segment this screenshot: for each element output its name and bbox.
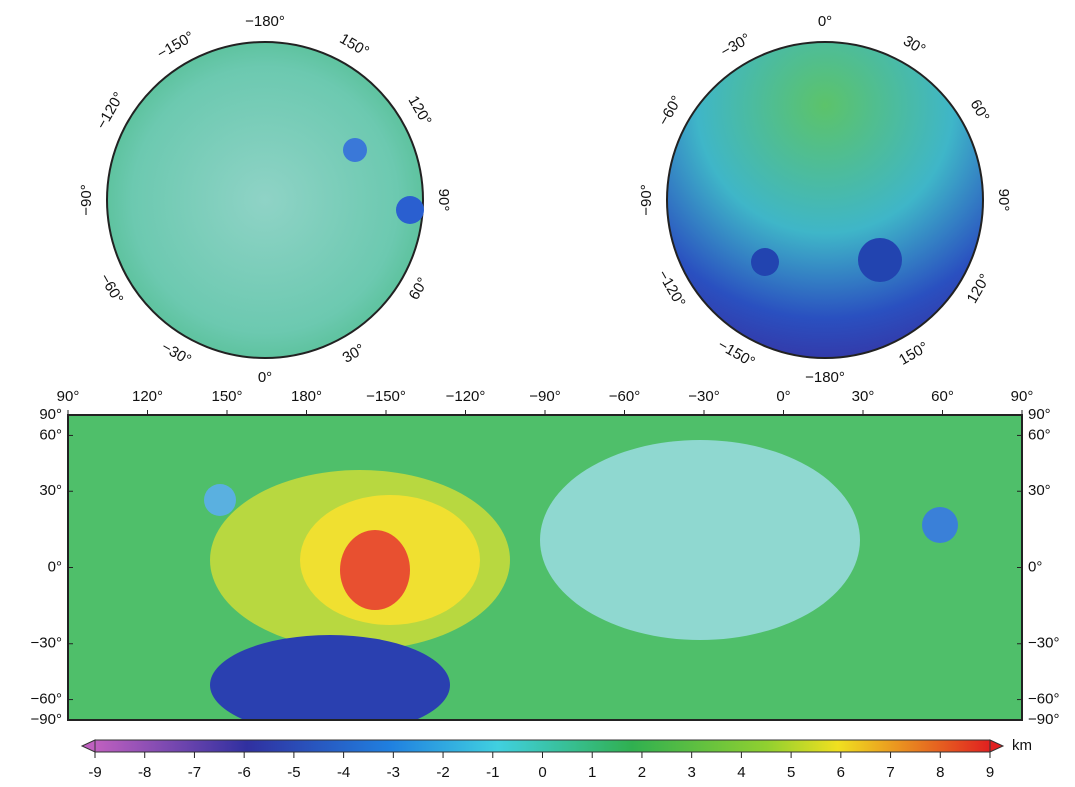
y-tick-label: 60°	[39, 426, 62, 443]
x-tick-label: −120°	[446, 388, 486, 405]
north-polar-map	[107, 42, 423, 358]
colorbar-tick-label: -8	[138, 764, 151, 781]
south-polar-map	[667, 42, 983, 358]
polar-label: −90°	[638, 184, 655, 215]
y-tick-label: 0°	[1028, 558, 1042, 575]
x-tick-label: −150°	[366, 388, 406, 405]
polar-label: 60°	[406, 275, 432, 303]
x-tick-label: −30°	[688, 388, 719, 405]
polar-label: −120°	[654, 267, 689, 310]
colorbar-tick-label: -3	[387, 764, 400, 781]
y-tick-label: −30°	[1028, 635, 1059, 652]
polar-label: 90°	[435, 189, 452, 212]
polar-label: −30°	[718, 30, 754, 60]
colorbar-tick-label: -1	[486, 764, 499, 781]
figure: km −180°150°120°90°60°30°0°−30°−60°−90°−…	[0, 0, 1075, 787]
crater	[396, 196, 424, 224]
polar-label: 0°	[818, 13, 832, 30]
x-tick-label: −60°	[609, 388, 640, 405]
polar-label: −150°	[154, 28, 197, 63]
y-tick-label: 0°	[48, 558, 62, 575]
crater	[343, 138, 367, 162]
colorbar-tick-label: -6	[237, 764, 250, 781]
crater	[858, 238, 902, 282]
polar-label: −60°	[96, 271, 126, 307]
nearside-lowland	[540, 440, 860, 640]
y-tick-label: 90°	[1028, 406, 1051, 423]
polar-label: −60°	[655, 93, 685, 129]
y-tick-label: 30°	[1028, 482, 1051, 499]
polar-label: 30°	[900, 32, 928, 58]
y-tick-label: 60°	[1028, 426, 1051, 443]
polar-label: −150°	[715, 336, 758, 371]
y-tick-label: −30°	[31, 635, 62, 652]
polar-label: −90°	[78, 184, 95, 215]
colorbar-arrow	[990, 740, 1003, 752]
colorbar-tick-label: 1	[588, 764, 596, 781]
y-tick-label: 30°	[39, 482, 62, 499]
global-map	[68, 415, 1022, 735]
polar-label: 30°	[340, 341, 368, 367]
x-tick-label: 90°	[1011, 388, 1034, 405]
colorbar-arrow	[82, 740, 95, 752]
polar-label: 0°	[258, 369, 272, 386]
y-tick-label: −60°	[1028, 691, 1059, 708]
colorbar-tick-label: 7	[886, 764, 894, 781]
crater	[751, 248, 779, 276]
colorbar-tick-label: -4	[337, 764, 350, 781]
polar-label: −180°	[805, 369, 845, 386]
polar-label: 120°	[404, 93, 434, 128]
colorbar-tick-label: -9	[88, 764, 101, 781]
highland-peak	[340, 530, 410, 610]
colorbar-tick-label: 5	[787, 764, 795, 781]
x-tick-label: 30°	[852, 388, 875, 405]
colorbar-tick-label: 0	[538, 764, 546, 781]
y-tick-label: −90°	[31, 711, 62, 728]
y-tick-label: −60°	[31, 691, 62, 708]
y-tick-label: −90°	[1028, 711, 1059, 728]
colorbar-tick-label: 4	[737, 764, 745, 781]
polar-label: −180°	[245, 13, 285, 30]
x-tick-label: 120°	[132, 388, 163, 405]
x-tick-label: 180°	[291, 388, 322, 405]
x-tick-label: −90°	[529, 388, 560, 405]
crater	[204, 484, 236, 516]
colorbar-tick-label: 6	[837, 764, 845, 781]
colorbar-tick-label: -5	[287, 764, 300, 781]
x-tick-label: 60°	[931, 388, 954, 405]
crater	[922, 507, 958, 543]
colorbar-tick-label: 9	[986, 764, 994, 781]
colorbar-tick-label: 8	[936, 764, 944, 781]
colorbar	[95, 740, 990, 752]
polar-label: 150°	[896, 339, 931, 369]
polar-label: −30°	[158, 338, 194, 368]
colorbar-tick-label: -2	[436, 764, 449, 781]
colorbar-tick-label: 3	[687, 764, 695, 781]
page: km −180°150°120°90°60°30°0°−30°−60°−90°−…	[0, 0, 1075, 787]
polar-label: 150°	[337, 30, 372, 60]
polar-label: 120°	[964, 271, 994, 306]
polar-label: 60°	[967, 97, 993, 125]
colorbar-tick-label: 2	[638, 764, 646, 781]
x-tick-label: 90°	[57, 388, 80, 405]
polar-label: −120°	[93, 89, 128, 132]
colorbar-unit: km	[1012, 737, 1032, 754]
x-tick-label: 0°	[776, 388, 790, 405]
colorbar-tick-label: -7	[188, 764, 201, 781]
polar-label: 90°	[995, 189, 1012, 212]
y-tick-label: 90°	[39, 406, 62, 423]
x-tick-label: 150°	[211, 388, 242, 405]
